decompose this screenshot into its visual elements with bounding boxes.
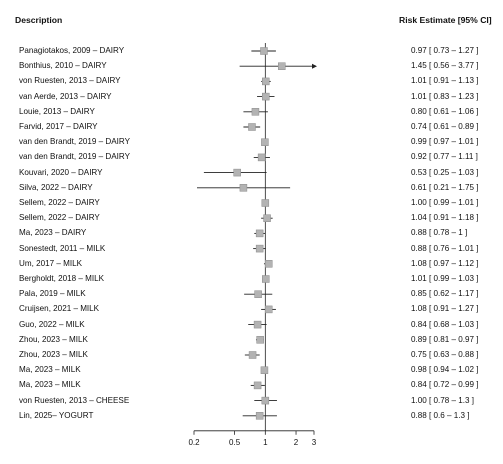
study-label: Kouvari, 2020 – DAIRY: [19, 167, 103, 177]
estimate-text: 1.01 [ 0.91 – 1.13 ]: [411, 76, 479, 86]
estimate-text: 1.04 [ 0.91 – 1.18 ]: [411, 213, 479, 223]
study-label: Sonestedt, 2011 – MILK: [19, 243, 106, 253]
estimate-text: 0.92 [ 0.77 – 1.11 ]: [411, 152, 478, 162]
estimate-text: 0.89 [ 0.81 – 0.97 ]: [411, 334, 479, 344]
study-label: von Ruesten, 2013 – CHEESE: [19, 395, 130, 405]
study-label: Um, 2017 – MILK: [19, 258, 82, 268]
estimate-text: 0.84 [ 0.72 – 0.99 ]: [411, 380, 479, 390]
estimate-text: 0.61 [ 0.21 – 1.75 ]: [411, 182, 479, 192]
estimate-marker: [278, 62, 286, 70]
estimate-text: 0.98 [ 0.94 – 1.02 ]: [411, 365, 479, 375]
estimate-marker: [255, 229, 264, 238]
study-label: Silva, 2022 – DAIRY: [19, 182, 93, 192]
study-label: Farvid, 2017 – DAIRY: [19, 122, 98, 131]
estimate-marker: [263, 214, 271, 222]
study-label: van den Brandt, 2019 – DAIRY: [19, 152, 130, 162]
estimate-text: 1.00 [ 0.99 – 1.01 ]: [411, 198, 479, 207]
estimate-marker: [261, 396, 270, 405]
study-label: Ma, 2023 – MILK: [19, 380, 81, 390]
study-label: Zhou, 2023 – MILK: [19, 334, 88, 344]
estimate-marker: [248, 123, 256, 131]
estimate-marker: [253, 381, 262, 390]
estimate-marker: [260, 47, 268, 55]
study-label: Pala, 2019 – MILK: [19, 289, 86, 299]
study-label: Guo, 2022 – MILK: [19, 319, 85, 329]
estimate-text: 0.53 [ 0.25 – 1.03 ]: [411, 167, 479, 177]
estimate-marker: [262, 77, 270, 86]
x-tick-label: 1: [263, 438, 268, 447]
estimate-text: 0.88 [ 0.6 – 1.3 ]: [411, 410, 470, 420]
estimate-text: 0.84 [ 0.68 – 1.03 ]: [411, 319, 479, 329]
estimate-text: 1.00 [ 0.78 – 1.3 ]: [411, 395, 474, 405]
estimate-marker: [262, 92, 270, 101]
estimate-text: 0.99 [ 0.97 – 1.01 ]: [411, 137, 479, 147]
study-label: Bergholdt, 2018 – MILK: [19, 274, 105, 283]
estimate-marker: [262, 275, 270, 283]
estimate-text: 0.75 [ 0.63 – 0.88 ]: [411, 350, 479, 359]
study-label: Louie, 2013 – DAIRY: [19, 106, 95, 116]
estimate-text: 1.01 [ 0.99 – 1.03 ]: [411, 274, 479, 283]
estimate-marker: [254, 290, 262, 298]
estimate-marker: [260, 366, 269, 374]
x-tick-label: 0.2: [188, 438, 200, 447]
estimate-text: 1.08 [ 0.91 – 1.27 ]: [411, 304, 479, 314]
estimate-marker: [255, 244, 264, 253]
estimate-text: 0.97 [ 0.73 – 1.27 ]: [411, 46, 479, 55]
ci-arrow: [312, 63, 317, 69]
study-label: Panagiotakos, 2009 – DAIRY: [19, 46, 125, 55]
estimate-marker: [264, 305, 273, 314]
description-header: Description: [15, 15, 63, 25]
study-label: Zhou, 2023 – MILK: [19, 350, 88, 359]
study-label: Cruijsen, 2021 – MILK: [19, 304, 100, 314]
study-label: Ma, 2023 – DAIRY: [19, 228, 87, 238]
study-label: von Ruesten, 2013 – DAIRY: [19, 76, 121, 86]
estimate-text: 0.85 [ 0.62 – 1.17 ]: [411, 289, 479, 299]
estimate-text: 1.01 [ 0.83 – 1.23 ]: [411, 91, 479, 101]
estimate-marker: [257, 153, 266, 162]
estimate-marker: [261, 199, 270, 207]
x-tick-label: 0.5: [229, 438, 241, 447]
estimate-marker: [248, 351, 257, 359]
estimate-marker: [255, 412, 264, 420]
estimate-text: 0.88 [ 0.78 – 1 ]: [411, 228, 468, 238]
estimate-marker: [253, 320, 262, 329]
estimate-marker: [264, 260, 273, 268]
study-label: Ma, 2023 – MILK: [19, 365, 81, 375]
estimate-text: 1.45 [ 0.56 – 3.77 ]: [411, 61, 479, 71]
estimate-text: 0.74 [ 0.61 – 0.89 ]: [411, 122, 479, 131]
estimate-text: 1.08 [ 0.97 – 1.12 ]: [411, 258, 479, 268]
risk-estimate-header: Risk Estimate [95% CI]: [399, 15, 492, 25]
study-label: Sellem, 2022 – DAIRY: [19, 213, 100, 223]
estimate-marker: [261, 138, 269, 146]
estimate-marker: [251, 108, 260, 116]
study-label: van Aerde, 2013 – DAIRY: [19, 91, 112, 101]
estimate-marker: [256, 336, 264, 344]
estimate-text: 0.88 [ 0.76 – 1.01 ]: [411, 243, 479, 253]
x-tick-label: 2: [294, 438, 299, 447]
estimate-marker: [239, 184, 248, 192]
estimate-text: 0.80 [ 0.61 – 1.06 ]: [411, 106, 479, 116]
study-label: Sellem, 2022 – DAIRY: [19, 198, 100, 207]
estimate-marker: [233, 168, 241, 177]
x-tick-label: 3: [312, 438, 317, 447]
study-label: Lin, 2025– YOGURT: [19, 410, 94, 420]
study-label: van den Brandt, 2019 – DAIRY: [19, 137, 130, 147]
study-label: Bonthius, 2010 – DAIRY: [19, 61, 107, 71]
